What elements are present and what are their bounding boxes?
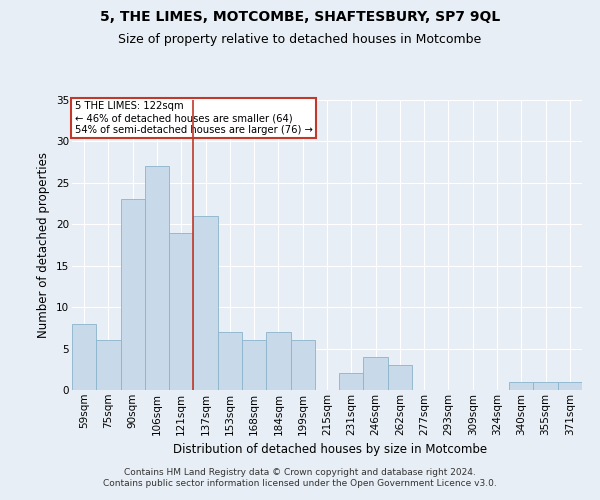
Bar <box>509 382 533 390</box>
Bar <box>96 340 121 390</box>
Bar <box>266 332 290 390</box>
Bar <box>339 374 364 390</box>
Bar <box>193 216 218 390</box>
Y-axis label: Number of detached properties: Number of detached properties <box>37 152 50 338</box>
Text: 5, THE LIMES, MOTCOMBE, SHAFTESBURY, SP7 9QL: 5, THE LIMES, MOTCOMBE, SHAFTESBURY, SP7… <box>100 10 500 24</box>
Bar <box>218 332 242 390</box>
Bar <box>242 340 266 390</box>
Text: Size of property relative to detached houses in Motcombe: Size of property relative to detached ho… <box>118 32 482 46</box>
Bar <box>121 200 145 390</box>
Bar <box>290 340 315 390</box>
Text: Contains HM Land Registry data © Crown copyright and database right 2024.
Contai: Contains HM Land Registry data © Crown c… <box>103 468 497 487</box>
Text: 5 THE LIMES: 122sqm
← 46% of detached houses are smaller (64)
54% of semi-detach: 5 THE LIMES: 122sqm ← 46% of detached ho… <box>74 102 313 134</box>
Bar <box>533 382 558 390</box>
Bar <box>169 232 193 390</box>
Bar <box>364 357 388 390</box>
Bar <box>558 382 582 390</box>
Bar <box>388 365 412 390</box>
Bar <box>145 166 169 390</box>
Text: Distribution of detached houses by size in Motcombe: Distribution of detached houses by size … <box>173 442 487 456</box>
Bar <box>72 324 96 390</box>
